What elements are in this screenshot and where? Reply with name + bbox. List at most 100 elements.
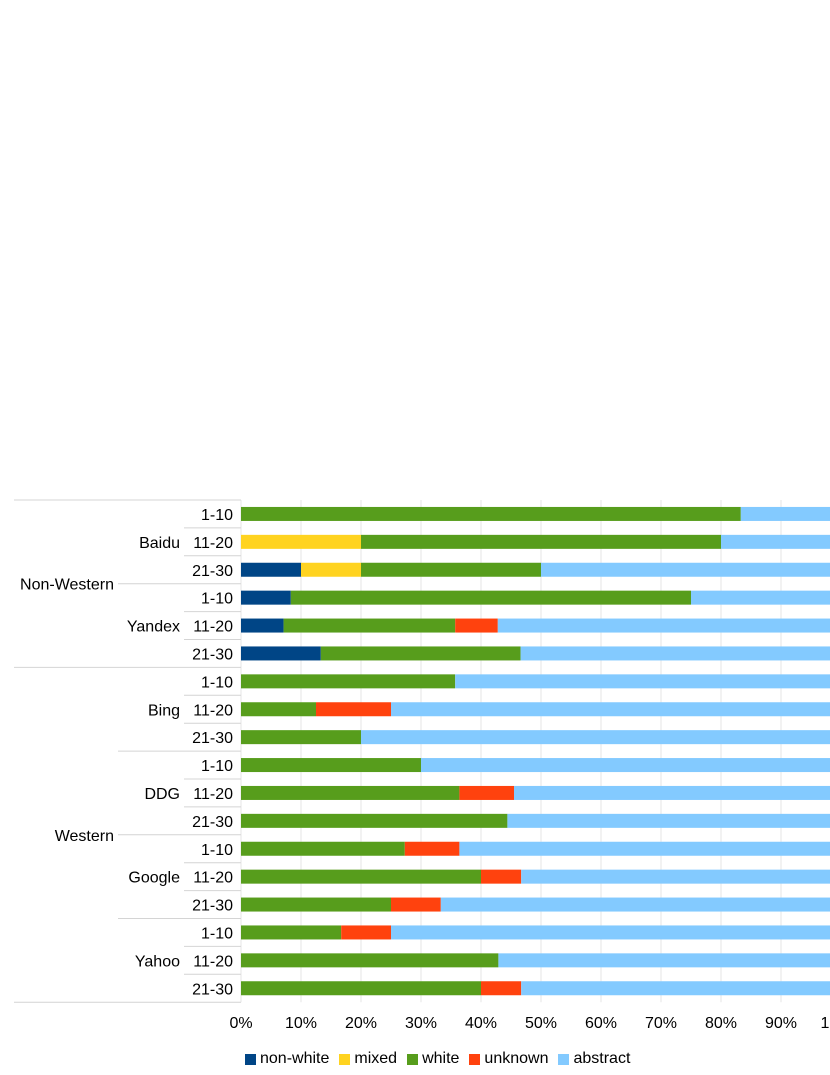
x-tick-label: 100% — [821, 1015, 830, 1032]
x-tick-label: 40% — [465, 1015, 497, 1032]
bar-segment-unknown — [481, 869, 522, 884]
x-tick-label: 30% — [405, 1015, 437, 1032]
legend-swatch — [558, 1053, 570, 1065]
bar-segment-white — [241, 981, 481, 996]
x-tick-label: 0% — [229, 1015, 252, 1032]
rank-label: 1-10 — [201, 842, 233, 859]
bar-segment-abstract — [541, 562, 830, 577]
bar-segment-abstract — [421, 758, 830, 773]
bar-segment-white — [241, 869, 481, 884]
engine-label: DDG — [144, 786, 180, 803]
engine-label: Yandex — [127, 619, 180, 636]
bar-segment-white — [241, 953, 499, 968]
bar-segment-abstract — [691, 590, 830, 605]
bar-segment-white — [361, 534, 721, 549]
legend-item: white — [407, 1050, 459, 1068]
bars — [241, 506, 830, 996]
x-axis-tick-labels: 0% 10% 20% 30% 40% 50% 60% 70% 80% 90% 100% — [229, 1015, 830, 1032]
engine-label: Baidu — [139, 535, 180, 552]
bar-segment-abstract — [507, 813, 830, 828]
bar-segment-abstract — [391, 925, 830, 940]
bar-segment-white — [241, 813, 508, 828]
engine-label: Bing — [148, 702, 180, 719]
bar-segment-white — [241, 674, 456, 689]
rank-label: 1-10 — [201, 925, 233, 942]
bar-segment-unknown — [341, 925, 391, 940]
bar-segment-white — [241, 506, 741, 521]
legend-label: unknown — [484, 1050, 549, 1067]
rank-label: 11-20 — [193, 953, 233, 970]
bar-segment-non-white — [241, 590, 291, 605]
x-tick-label: 10% — [285, 1015, 317, 1032]
legend-item: abstract — [558, 1050, 630, 1068]
legend-item: mixed — [339, 1050, 397, 1068]
bar-segment-unknown — [455, 618, 498, 633]
bar-segment-non-white — [241, 618, 284, 633]
x-tick-label: 80% — [705, 1015, 737, 1032]
rank-label: 21-30 — [192, 981, 233, 998]
bar-segment-unknown — [404, 841, 460, 856]
bar-segment-abstract — [498, 953, 830, 968]
rank-label: 1-10 — [201, 507, 233, 524]
bar-segment-mixed — [241, 534, 361, 549]
bar-segment-white — [241, 702, 316, 717]
legend-label: abstract — [573, 1050, 631, 1067]
legend-swatch — [407, 1053, 419, 1065]
category-separators — [14, 499, 241, 1003]
legend-label: white — [422, 1050, 460, 1067]
bar-segment-abstract — [440, 897, 830, 912]
legend-swatch — [469, 1053, 481, 1065]
category-labels: 1-10 11-20 21-30 Baidu 1-10 11-20 21-30 Yandex N… — [20, 507, 233, 998]
legend-swatch — [245, 1053, 256, 1065]
bar-segment-unknown — [316, 702, 391, 717]
bar-segment-white — [241, 785, 460, 800]
bar-segment-non-white — [241, 646, 321, 661]
bar-segment-abstract — [520, 646, 830, 661]
bar-segment-white — [361, 562, 541, 577]
gridlines — [240, 500, 782, 1003]
bar-segment-white — [241, 730, 361, 745]
bar-segment-white — [320, 646, 521, 661]
rank-label: 11-20 — [193, 619, 233, 636]
bar-segment-unknown — [391, 897, 441, 912]
legend-item: non-white — [245, 1050, 329, 1068]
bar-segment-abstract — [521, 869, 830, 884]
bar-segment-abstract — [455, 674, 830, 689]
engine-label: Google — [128, 870, 180, 887]
x-tick-label: 90% — [765, 1015, 797, 1032]
rank-label: 1-10 — [201, 674, 233, 691]
bar-segment-white — [283, 618, 456, 633]
bar-segment-unknown — [459, 785, 514, 800]
rank-label: 11-20 — [193, 870, 233, 887]
rank-label: 1-10 — [201, 591, 233, 608]
bar-segment-abstract — [721, 534, 830, 549]
legend-swatch — [339, 1053, 351, 1065]
bar-segment-white — [241, 841, 405, 856]
rank-label: 11-20 — [193, 786, 233, 803]
rank-label: 21-30 — [192, 730, 233, 747]
bar-segment-white — [241, 897, 391, 912]
rank-label: 21-30 — [192, 814, 233, 831]
group-label: Non-Western — [20, 577, 114, 594]
rank-label: 21-30 — [192, 898, 233, 915]
legend-label: mixed — [354, 1050, 398, 1067]
rank-label: 21-30 — [192, 646, 233, 663]
bar-segment-abstract — [521, 981, 830, 996]
x-tick-label: 70% — [645, 1015, 677, 1032]
bar-segment-mixed — [301, 562, 361, 577]
bar-segment-abstract — [497, 618, 830, 633]
legend: non-white mixed white unknown abstract — [245, 1050, 630, 1068]
rank-label: 1-10 — [201, 758, 233, 775]
bar-segment-white — [241, 925, 342, 940]
legend-item: unknown — [469, 1050, 548, 1068]
bar-segment-abstract — [391, 702, 830, 717]
rank-label: 21-30 — [192, 563, 233, 580]
engine-label: Yahoo — [135, 953, 180, 970]
x-tick-label: 20% — [345, 1015, 377, 1032]
bar-segment-abstract — [740, 506, 830, 521]
rank-label: 11-20 — [193, 702, 233, 719]
bar-segment-abstract — [361, 730, 830, 745]
bar-segment-non-white — [241, 562, 301, 577]
rank-label: 11-20 — [193, 535, 233, 552]
x-tick-label: 50% — [525, 1015, 557, 1032]
